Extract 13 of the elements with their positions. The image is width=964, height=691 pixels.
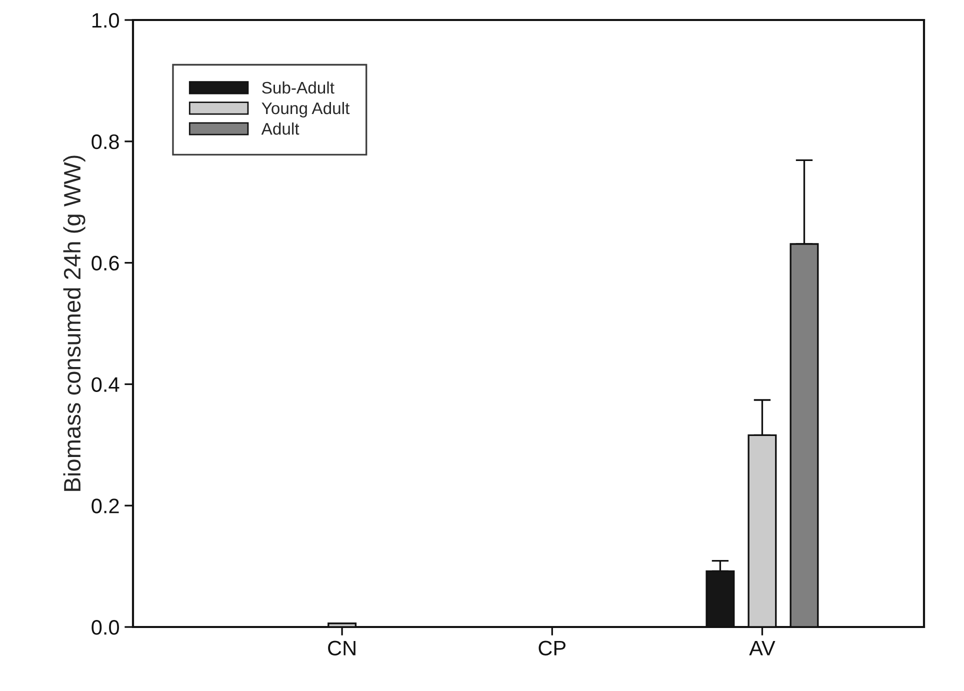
legend-label: Sub-Adult xyxy=(262,81,334,94)
y-tick-label: 0.2 xyxy=(92,498,119,514)
y-tick-label: 0.6 xyxy=(92,256,119,271)
x-tick-label: CP xyxy=(538,640,566,656)
x-tick-label: CN xyxy=(328,640,356,656)
y-tick-label: 0.0 xyxy=(92,620,119,635)
y-tick-label: 1.0 xyxy=(92,13,119,28)
y-tick-label: 0.4 xyxy=(92,377,120,392)
y-axis-title: Biomass consumed 24h (g WW) xyxy=(63,156,86,491)
y-tick-label: 0.8 xyxy=(92,134,119,150)
x-tick-label: AV xyxy=(749,640,776,656)
legend-label: Adult xyxy=(261,122,300,135)
legend-label: Young Adult xyxy=(262,102,350,118)
